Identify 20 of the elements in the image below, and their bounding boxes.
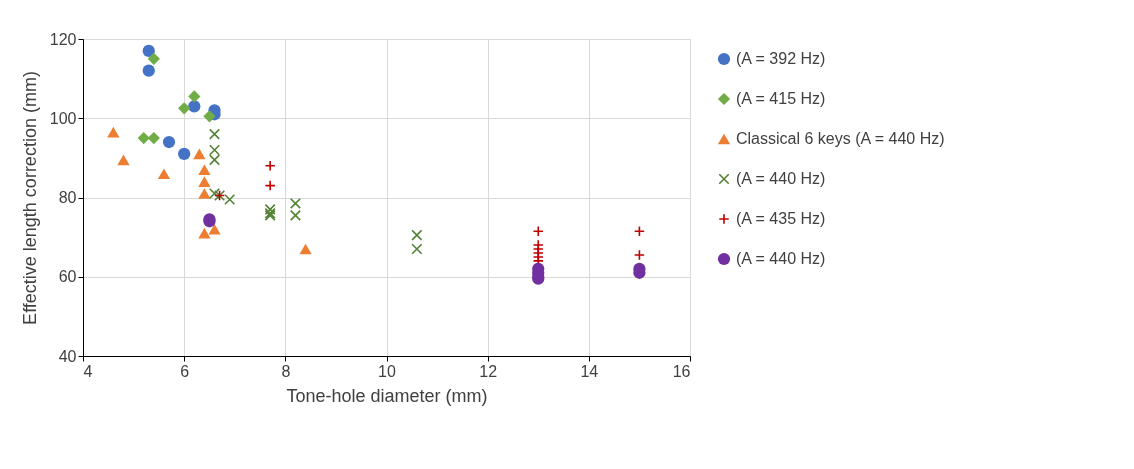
x-tick-label: 14 bbox=[580, 362, 599, 380]
legend-label: (A = 440 Hz) bbox=[736, 170, 826, 187]
legend-label: Classical 6 keys (A = 440 Hz) bbox=[736, 130, 945, 147]
x-tick-label: 4 bbox=[83, 362, 93, 380]
x-tick-label: 16 bbox=[672, 362, 691, 380]
y-tick-label: 60 bbox=[58, 268, 77, 286]
x-tick-label: 8 bbox=[281, 362, 291, 380]
y-tick-label: 120 bbox=[49, 30, 77, 48]
x-tick-label: 10 bbox=[378, 362, 396, 380]
y-tick-label: 40 bbox=[58, 347, 77, 365]
x-tick-label: 12 bbox=[479, 362, 498, 380]
y-axis-title: Effective length correction (mm) bbox=[19, 71, 40, 325]
legend-label: (A = 435 Hz) bbox=[736, 210, 826, 227]
x-tick-label: 6 bbox=[180, 362, 190, 380]
legend-label: (A = 415 Hz) bbox=[736, 90, 826, 107]
y-tick-label: 80 bbox=[58, 189, 77, 206]
legend-label: (A = 392 Hz) bbox=[736, 50, 826, 67]
x-axis-title: Tone-hole diameter (mm) bbox=[286, 385, 488, 406]
y-tick-label: 100 bbox=[49, 109, 77, 127]
legend-label: (A = 440 Hz) bbox=[736, 250, 826, 267]
